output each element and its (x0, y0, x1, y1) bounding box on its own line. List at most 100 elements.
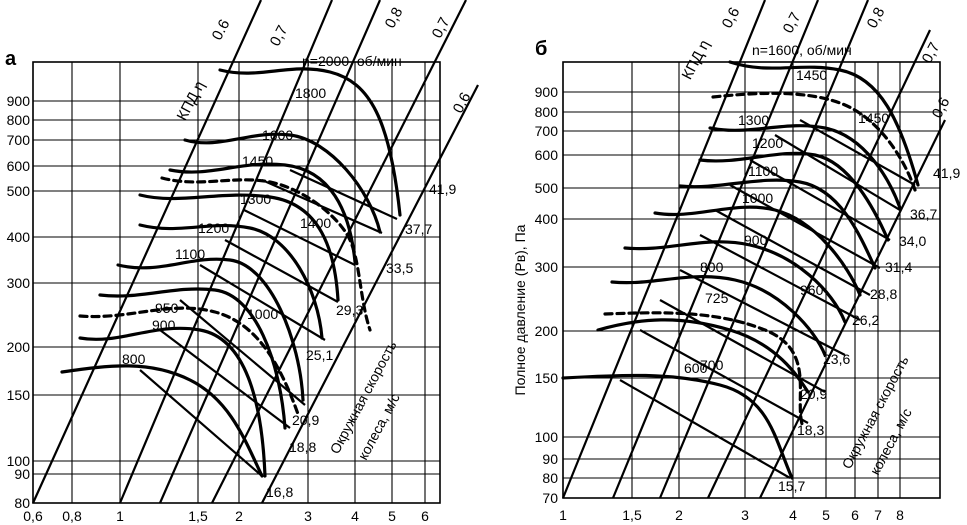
efficiency-label: 0,8 (382, 5, 407, 31)
efficiency-line (759, 119, 946, 499)
rpm-label: 1200 (752, 135, 783, 151)
x-tick-label: 2 (235, 508, 243, 524)
rpm-curve (218, 67, 402, 217)
rpm-label: 800 (122, 351, 146, 367)
efficiency-line (31, 0, 263, 504)
rpm-curve (60, 364, 264, 478)
y-tick-label: 100 (535, 429, 559, 445)
panel-letter: а (5, 48, 17, 70)
x-tick-label: 2 (675, 507, 683, 523)
rpm-label: 1100 (748, 163, 778, 179)
y-tick-label: 200 (535, 323, 559, 339)
y-tick-label: 90 (14, 466, 30, 482)
plot-frame (562, 61, 941, 499)
efficiency-label: 0,8 (864, 5, 889, 31)
x-tick-label: 3 (741, 507, 749, 523)
rpm-curve (708, 124, 902, 210)
rpm-label: 1000 (742, 190, 773, 206)
rpm-label: 725 (705, 290, 729, 306)
y-tick-label: 800 (535, 104, 559, 120)
efficiency-label: 0,6 (929, 95, 954, 121)
rpm-curve (698, 151, 890, 242)
speed-line (289, 168, 398, 221)
speed-line (243, 209, 356, 266)
y-tick-label: 700 (535, 123, 559, 139)
speed-line (199, 264, 326, 341)
plot-frame (32, 61, 441, 504)
rpm-curve (678, 178, 877, 270)
y-tick-label: 400 (7, 229, 31, 245)
rpm-curve (623, 240, 847, 324)
rpm-label: 1000 (247, 306, 278, 322)
efficiency-line (611, 0, 820, 499)
x-tick-label: 0,8 (62, 508, 82, 524)
efficiency-label: 0,6 (450, 90, 475, 116)
y-tick-label: 700 (7, 132, 31, 148)
speed-label: 36,7 (910, 206, 937, 222)
y-tick-label: 100 (7, 453, 31, 469)
y-tick-label: 70 (542, 490, 558, 506)
speed-label: 18,8 (289, 439, 316, 455)
rpm-label: 1300 (240, 191, 271, 207)
speed-line (619, 379, 791, 479)
rpm-label: 1200 (198, 220, 229, 236)
speed-label: 41,9 (429, 181, 456, 197)
efficiency-line (707, 29, 931, 499)
rpm-curve (653, 205, 862, 297)
speed-line (714, 209, 871, 296)
efficiency-title: КПД η (679, 37, 714, 82)
speed-line (774, 134, 901, 211)
efficiency-line (561, 0, 767, 499)
efficiency-label: 0,7 (780, 10, 805, 36)
efficiency-line (118, 0, 334, 504)
x-tick-label: 0,6 (23, 508, 43, 524)
speed-line (261, 178, 383, 235)
rpm-label: 800 (700, 259, 724, 275)
y-tick-label: 600 (7, 158, 31, 174)
rpm-label: 1450 (858, 110, 889, 126)
speed-label: 18,3 (797, 422, 824, 438)
y-tick-label: 500 (535, 180, 559, 196)
rpm-curve (168, 162, 357, 264)
speed-label: 20,9 (292, 412, 319, 428)
efficiency-label: 0,7 (267, 23, 292, 49)
y-axis-label: Полное давление (Pв), Па (512, 224, 528, 395)
y-tick-label: 900 (7, 93, 31, 109)
y-tick-label: 150 (535, 370, 559, 386)
x-tick-label: 5 (822, 507, 830, 523)
speed-line (799, 119, 916, 186)
speed-line (139, 369, 263, 477)
panel-letter: б (535, 38, 547, 60)
rpm-curve (98, 287, 287, 430)
rpm-curve-dashed (78, 306, 300, 416)
rpm-curve-dashed (603, 311, 804, 426)
x-tick-label: 6 (421, 508, 429, 524)
x-tick-label: 4 (789, 507, 797, 523)
speed-label: 26,2 (852, 312, 879, 328)
y-tick-label: 400 (535, 211, 559, 227)
rpm-label: 1800 (295, 85, 326, 101)
x-tick-label: 7 (874, 507, 882, 523)
x-tick-label: 1,5 (188, 508, 208, 524)
rpm-label: 900 (744, 232, 768, 248)
rpm-label: 1400 (300, 215, 331, 231)
rpm-curve (728, 60, 920, 187)
efficiency-label: 0,7 (429, 15, 454, 41)
speed-label: 37,7 (405, 221, 432, 237)
x-tick-label: 1,5 (622, 507, 642, 523)
y-tick-label: 300 (7, 275, 31, 291)
efficiency-line (211, 0, 467, 504)
rpm-label: 600 (684, 360, 708, 376)
efficiency-label: 0,6 (719, 5, 744, 31)
speed-label: 34,0 (899, 233, 926, 249)
y-tick-label: 150 (7, 387, 31, 403)
speed-line (179, 299, 306, 406)
rpm-curve (610, 275, 827, 357)
speed-label: 16,8 (266, 484, 293, 500)
y-tick-label: 800 (7, 112, 31, 128)
x-tick-label: 3 (304, 508, 312, 524)
speed-label: 15,7 (778, 478, 805, 494)
rpm-curve-dashed (711, 91, 917, 192)
rpm-curve-dashed (160, 176, 372, 332)
